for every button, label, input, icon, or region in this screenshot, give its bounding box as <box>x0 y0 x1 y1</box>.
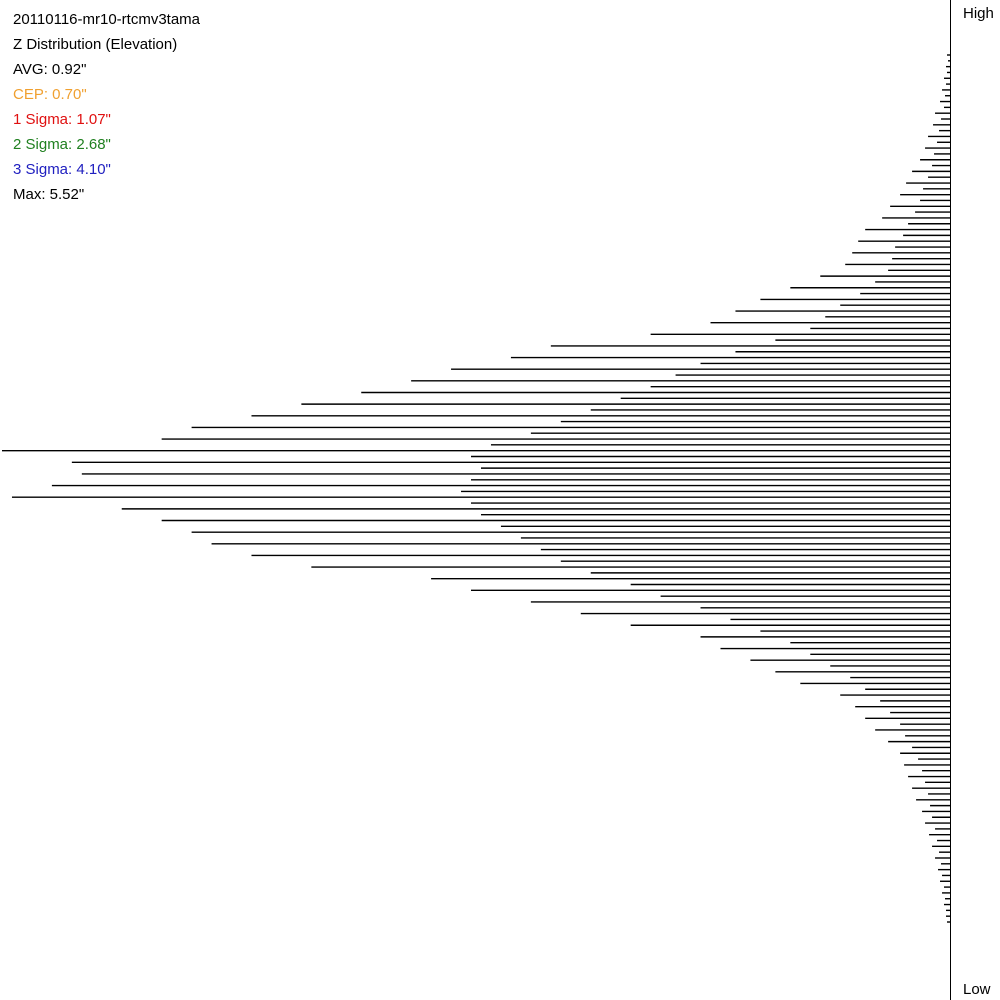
chart-subtitle: Z Distribution (Elevation) <box>13 36 177 53</box>
axis-top-label: High <box>963 5 994 22</box>
axis-bottom-label: Low <box>963 981 991 998</box>
chart-title: 20110116-mr10-rtcmv3tama <box>13 11 201 28</box>
stat-line: CEP: 0.70" <box>13 86 87 103</box>
stat-line: 1 Sigma: 1.07" <box>13 111 111 128</box>
stat-line: AVG: 0.92" <box>13 61 86 78</box>
stat-line: Max: 5.52" <box>13 186 84 203</box>
stat-line: 3 Sigma: 4.10" <box>13 161 111 178</box>
stat-line: 2 Sigma: 2.68" <box>13 136 111 153</box>
